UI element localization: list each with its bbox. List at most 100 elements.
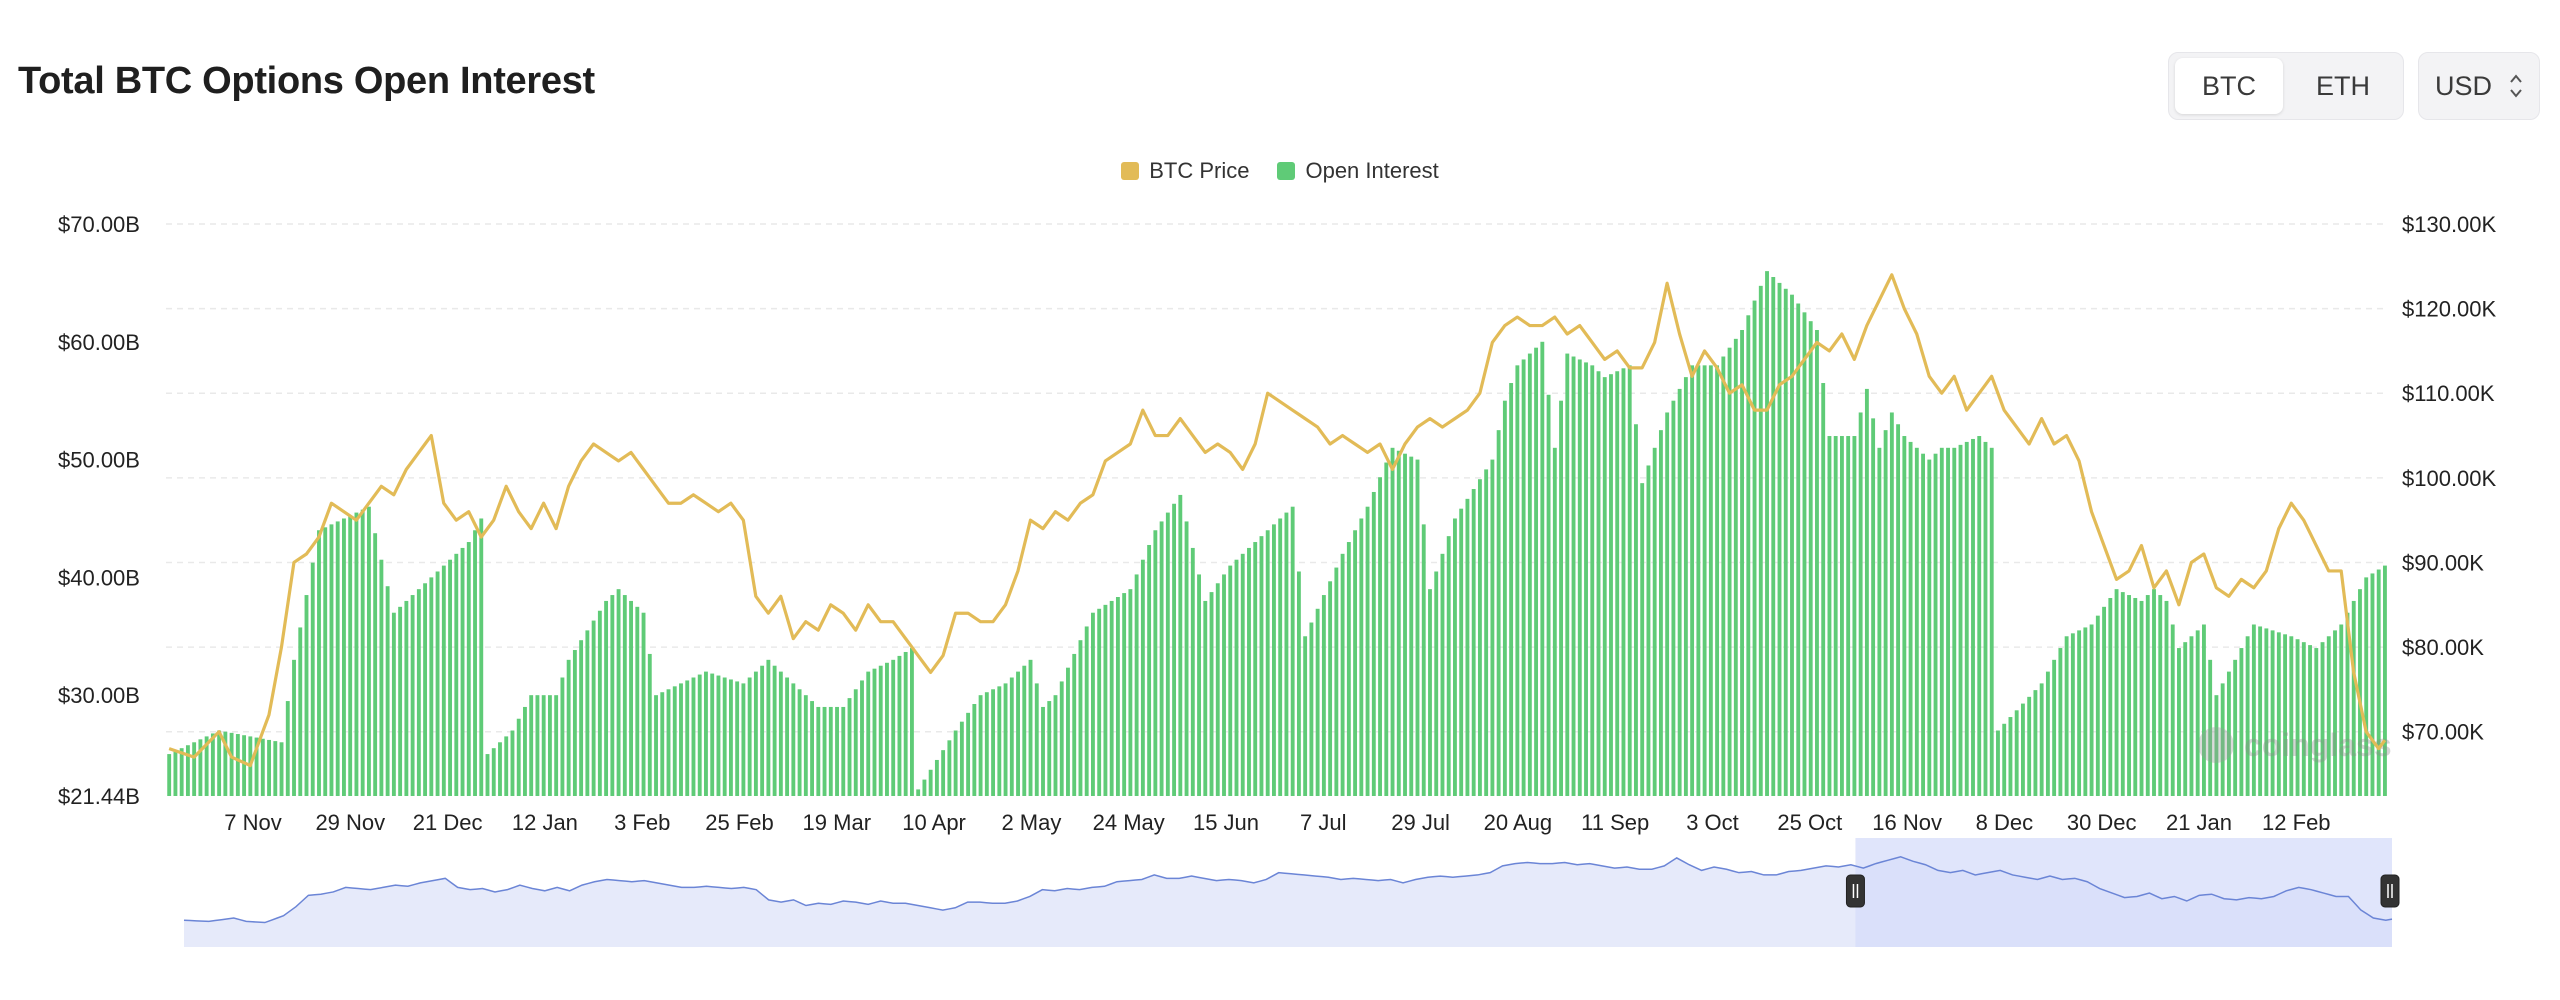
open-interest-bar (753, 671, 758, 796)
open-interest-bar (803, 695, 808, 796)
open-interest-bar (984, 692, 989, 796)
open-interest-bar (1783, 288, 1788, 796)
open-interest-bar (360, 509, 365, 796)
open-interest-bar (204, 736, 209, 796)
open-interest-bar (1209, 592, 1214, 796)
open-interest-bar (1477, 479, 1482, 796)
open-interest-bar (504, 736, 509, 796)
open-interest-bar (1602, 377, 1607, 796)
open-interest-bar (1727, 347, 1732, 796)
open-interest-bar (1290, 506, 1295, 796)
chart-legend: BTC Price Open Interest (0, 158, 2560, 184)
open-interest-bar (1640, 483, 1645, 796)
open-interest-bar (2114, 589, 2119, 796)
open-interest-bar (2133, 597, 2138, 796)
navigator-right-handle[interactable] (2380, 874, 2400, 908)
open-interest-bar (1115, 597, 1120, 796)
open-interest-bar (1028, 659, 1033, 796)
open-interest-bar (766, 659, 771, 796)
open-interest-bar (535, 695, 540, 796)
open-interest-bar (616, 589, 621, 796)
open-interest-bar (1321, 595, 1326, 796)
open-interest-bar (1253, 542, 1258, 796)
open-interest-bar (223, 731, 228, 796)
open-interest-bar (466, 542, 471, 796)
open-interest-bar (1571, 356, 1576, 796)
open-interest-bar (1515, 365, 1520, 796)
open-interest-bar (1328, 581, 1333, 796)
open-interest-bar (1428, 589, 1432, 796)
open-interest-bar (722, 677, 727, 796)
open-interest-bar (1016, 671, 1020, 796)
open-interest-bar (1228, 565, 1233, 796)
open-interest-bar (2152, 589, 2156, 796)
btc-price-line (168, 273, 2387, 768)
open-interest-bar (1502, 400, 1507, 796)
open-interest-bar (1921, 453, 1925, 796)
open-interest-bar (1609, 374, 1613, 796)
open-interest-bar (454, 553, 459, 796)
open-interest-bar (1009, 677, 1014, 796)
open-interest-bar (1222, 574, 1226, 796)
open-interest-bar (1459, 508, 1464, 796)
open-interest-bar (566, 659, 571, 796)
open-interest-bar (966, 712, 971, 796)
watermark-text: coinglass (2244, 727, 2392, 763)
open-interest-bar (1309, 622, 1314, 796)
open-interest-bar (610, 595, 615, 796)
open-interest-series (167, 271, 2387, 796)
open-interest-bar (728, 679, 733, 796)
open-interest-bar (1914, 447, 1919, 796)
open-interest-bar (1559, 400, 1563, 796)
open-interest-bar (572, 650, 577, 796)
open-interest-bar (366, 506, 371, 796)
open-interest-bar (516, 718, 521, 796)
open-interest-bar (2095, 615, 2100, 796)
open-interest-bar (2052, 659, 2057, 796)
currency-select[interactable]: USD (2418, 52, 2540, 120)
open-interest-bar (672, 686, 677, 796)
open-interest-bar (1072, 653, 1077, 796)
legend-item-btc-price[interactable]: BTC Price (1121, 158, 1249, 184)
open-interest-bar (2333, 630, 2337, 796)
open-interest-bar (1527, 353, 1532, 796)
right-axis-tick-label: $110.00K (2402, 381, 2495, 406)
open-interest-bar (2058, 648, 2063, 796)
navigator-left-handle[interactable] (1845, 874, 1865, 908)
open-interest-bar (872, 668, 877, 796)
eth-button[interactable]: ETH (2316, 70, 2370, 101)
open-interest-bar (1627, 365, 1632, 796)
open-interest-bar (416, 589, 421, 796)
open-interest-bar (298, 627, 303, 796)
open-interest-bar (1989, 447, 1994, 796)
open-interest-bar (1172, 503, 1177, 796)
left-axis-tick-label: $70.00B (58, 212, 140, 237)
legend-item-open-interest[interactable]: Open Interest (1277, 158, 1439, 184)
open-interest-bar (1815, 330, 1819, 796)
open-interest-bar (978, 695, 983, 796)
open-interest-bar (441, 565, 446, 796)
btc-button[interactable]: BTC (2175, 58, 2283, 114)
navigator-area (184, 856, 2392, 947)
open-interest-bar (179, 748, 184, 796)
open-interest-bar (828, 706, 833, 796)
open-interest-bar (903, 651, 908, 796)
open-interest-bar (1465, 498, 1470, 796)
open-interest-bar (310, 562, 315, 796)
legend-label-price: BTC Price (1149, 158, 1250, 183)
open-interest-bar (1746, 315, 1751, 796)
x-axis-tick-label: 30 Dec (2067, 810, 2137, 835)
open-interest-bar (541, 695, 546, 796)
open-interest-bar (1690, 365, 1695, 796)
open-interest-bar (760, 665, 765, 796)
open-interest-bar (2120, 592, 2125, 796)
legend-swatch-price (1121, 162, 1140, 180)
open-interest-bar (1484, 469, 1489, 796)
open-interest-bar (1646, 465, 1651, 796)
open-interest-bar (1521, 359, 1526, 796)
open-interest-bar (2358, 589, 2362, 796)
open-interest-bar (1946, 447, 1950, 796)
open-interest-bar (1421, 524, 1426, 796)
open-interest-bar (953, 730, 958, 796)
